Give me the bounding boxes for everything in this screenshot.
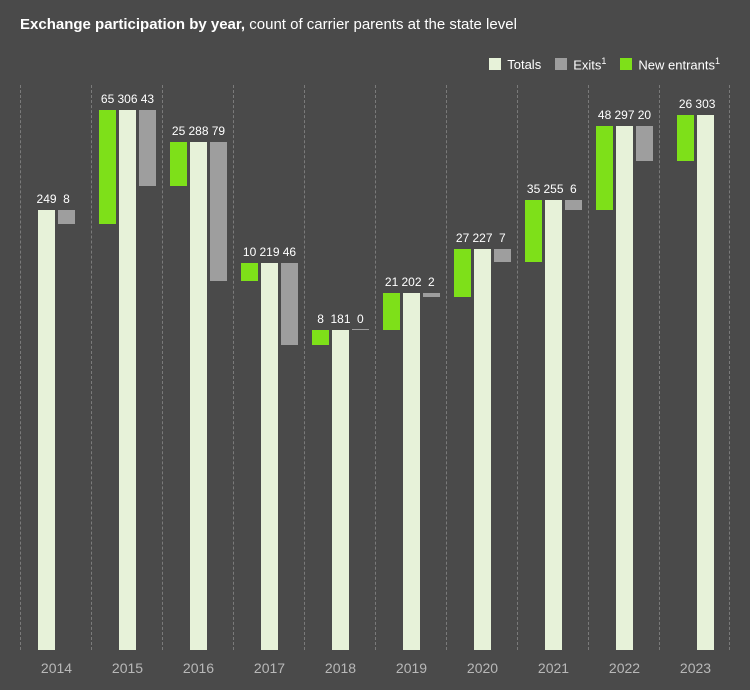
chart-title: Exchange participation by year, count of… <box>20 16 517 33</box>
entrant-value-label: 8 <box>317 312 324 326</box>
entrant-bar <box>99 110 116 225</box>
x-axis-label: 2016 <box>163 660 234 676</box>
total-value-label: 202 <box>401 275 421 289</box>
total-bar <box>261 263 278 650</box>
exit-bar <box>352 329 369 331</box>
total-value-label: 249 <box>37 192 57 206</box>
legend: Totals Exits1 New entrants1 <box>489 56 720 72</box>
entrant-value-label: 26 <box>679 97 692 111</box>
year-group: 202326303 <box>659 85 731 650</box>
exit-bar <box>494 249 511 261</box>
plot-area: 2014249820156530643201625288792017102194… <box>20 85 730 650</box>
entrant-bar <box>454 249 471 297</box>
exit-bar <box>281 263 298 344</box>
total-value-label: 303 <box>695 97 715 111</box>
x-axis-label: 2014 <box>21 660 92 676</box>
entrant-value-label: 65 <box>101 92 114 106</box>
entrant-bar <box>525 200 542 262</box>
legend-item: Exits1 <box>555 56 606 72</box>
total-bar <box>190 142 207 651</box>
total-value-label: 288 <box>188 124 208 138</box>
chart-container: Exchange participation by year, count of… <box>0 0 750 690</box>
entrant-bar <box>170 142 187 186</box>
total-value-label: 227 <box>472 231 492 245</box>
exit-value-label: 43 <box>141 92 154 106</box>
exit-value-label: 2 <box>428 275 435 289</box>
exit-bar <box>565 200 582 211</box>
entrant-value-label: 27 <box>456 231 469 245</box>
entrant-bar <box>241 263 258 281</box>
x-axis-label: 2017 <box>234 660 305 676</box>
total-bar <box>38 210 55 650</box>
entrant-bar <box>383 293 400 330</box>
exit-value-label: 20 <box>638 108 651 122</box>
x-axis-label: 2015 <box>92 660 163 676</box>
entrant-bar <box>677 115 694 161</box>
exit-value-label: 79 <box>212 124 225 138</box>
exit-bar <box>210 142 227 281</box>
exit-value-label: 8 <box>63 192 70 206</box>
year-group: 20156530643 <box>91 85 163 650</box>
entrant-value-label: 35 <box>527 182 540 196</box>
total-value-label: 181 <box>330 312 350 326</box>
title-light: count of carrier parents at the state le… <box>245 16 517 33</box>
total-bar <box>403 293 420 650</box>
total-bar <box>474 249 491 650</box>
total-value-label: 306 <box>117 92 137 106</box>
legend-swatch <box>555 58 567 70</box>
legend-label: Exits1 <box>573 56 606 72</box>
total-value-label: 255 <box>543 182 563 196</box>
entrant-value-label: 25 <box>172 124 185 138</box>
total-bar <box>697 115 714 650</box>
year-group: 2020272277 <box>446 85 518 650</box>
entrant-value-label: 10 <box>243 245 256 259</box>
exit-bar <box>58 210 75 224</box>
year-group: 20162528879 <box>162 85 234 650</box>
total-bar <box>332 330 349 650</box>
exit-value-label: 7 <box>499 231 506 245</box>
x-axis-label: 2022 <box>589 660 660 676</box>
entrant-bar <box>312 330 329 344</box>
legend-swatch <box>620 58 632 70</box>
exit-bar <box>636 126 653 161</box>
x-axis-label: 2018 <box>305 660 376 676</box>
exit-value-label: 46 <box>283 245 296 259</box>
exit-bar <box>423 293 440 297</box>
x-axis-label: 2020 <box>447 660 518 676</box>
exit-bar <box>139 110 156 186</box>
year-group: 20142498 <box>20 85 92 650</box>
entrant-value-label: 21 <box>385 275 398 289</box>
legend-item: Totals <box>489 57 541 72</box>
year-group: 20224829720 <box>588 85 660 650</box>
legend-swatch <box>489 58 501 70</box>
year-group: 20171021946 <box>233 85 305 650</box>
entrant-bar <box>596 126 613 211</box>
year-group: 201881810 <box>304 85 376 650</box>
legend-label: Totals <box>507 57 541 72</box>
total-bar <box>119 110 136 650</box>
year-group: 2021352556 <box>517 85 589 650</box>
total-bar <box>616 126 633 650</box>
x-axis-label: 2023 <box>660 660 731 676</box>
legend-label: New entrants1 <box>638 56 720 72</box>
title-bold: Exchange participation by year, <box>20 16 245 33</box>
year-group: 2019212022 <box>375 85 447 650</box>
entrant-value-label: 48 <box>598 108 611 122</box>
total-bar <box>545 200 562 650</box>
legend-item: New entrants1 <box>620 56 720 72</box>
total-value-label: 297 <box>614 108 634 122</box>
exit-value-label: 0 <box>357 312 364 326</box>
x-axis-label: 2021 <box>518 660 589 676</box>
exit-value-label: 6 <box>570 182 577 196</box>
total-value-label: 219 <box>259 245 279 259</box>
x-axis-label: 2019 <box>376 660 447 676</box>
